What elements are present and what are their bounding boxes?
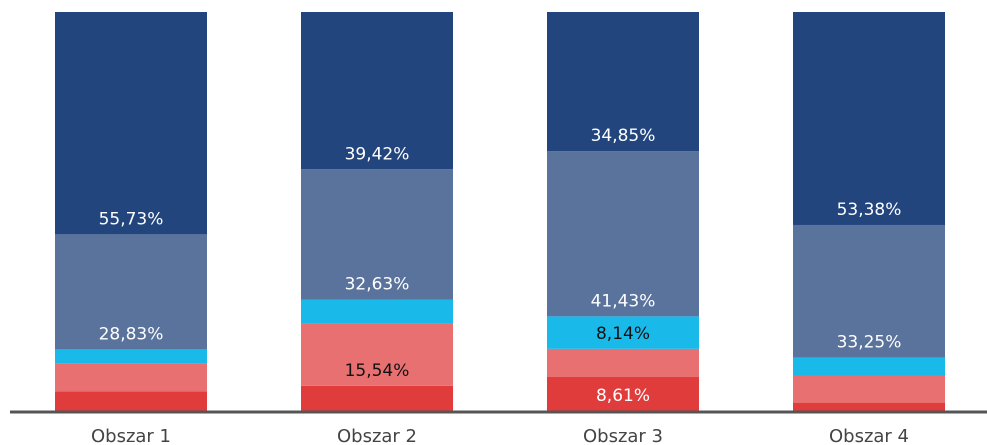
value-label: 41,43% — [591, 291, 656, 311]
bar-segment — [547, 376, 699, 411]
bar-segment — [55, 12, 207, 235]
value-label: 34,85% — [591, 126, 656, 146]
bar-segment — [301, 323, 453, 386]
value-label: 8,61% — [596, 386, 650, 406]
bar-segment — [793, 357, 945, 376]
bar-segment — [793, 402, 945, 411]
bar-segment — [55, 349, 207, 364]
x-tick-label: Obszar 3 — [583, 426, 663, 445]
value-label: 32,63% — [345, 274, 410, 294]
x-tick-label: Obszar 1 — [91, 426, 171, 445]
x-tick-label: Obszar 2 — [337, 426, 417, 445]
bar-segment — [301, 12, 453, 170]
bar-segment — [793, 224, 945, 358]
value-label: 39,42% — [345, 144, 410, 164]
value-label: 15,54% — [345, 361, 410, 381]
bar-segment — [55, 391, 207, 411]
bar-segment — [547, 151, 699, 317]
bar-segment — [547, 12, 699, 152]
bar-segment — [301, 299, 453, 324]
bar-segment — [793, 12, 945, 225]
bar-segment — [793, 375, 945, 403]
x-tick-label: Obszar 4 — [829, 426, 909, 445]
bar-segment — [301, 385, 453, 411]
value-label: 8,14% — [596, 324, 650, 344]
bar-segment — [55, 363, 207, 392]
bar-segment — [547, 316, 699, 349]
bar-segment — [547, 348, 699, 377]
value-label: 33,25% — [837, 333, 902, 353]
bar-segment — [55, 234, 207, 350]
value-label: 55,73% — [99, 209, 164, 229]
value-label: 28,83% — [99, 324, 164, 344]
value-label: 53,38% — [837, 200, 902, 220]
bar-segment — [301, 169, 453, 300]
